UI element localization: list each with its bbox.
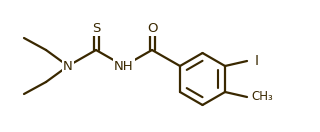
Text: O: O (147, 22, 157, 34)
Text: S: S (92, 22, 100, 34)
Text: CH₃: CH₃ (251, 91, 273, 103)
Text: NH: NH (114, 60, 134, 72)
Text: N: N (63, 60, 73, 72)
Text: I: I (255, 54, 259, 68)
